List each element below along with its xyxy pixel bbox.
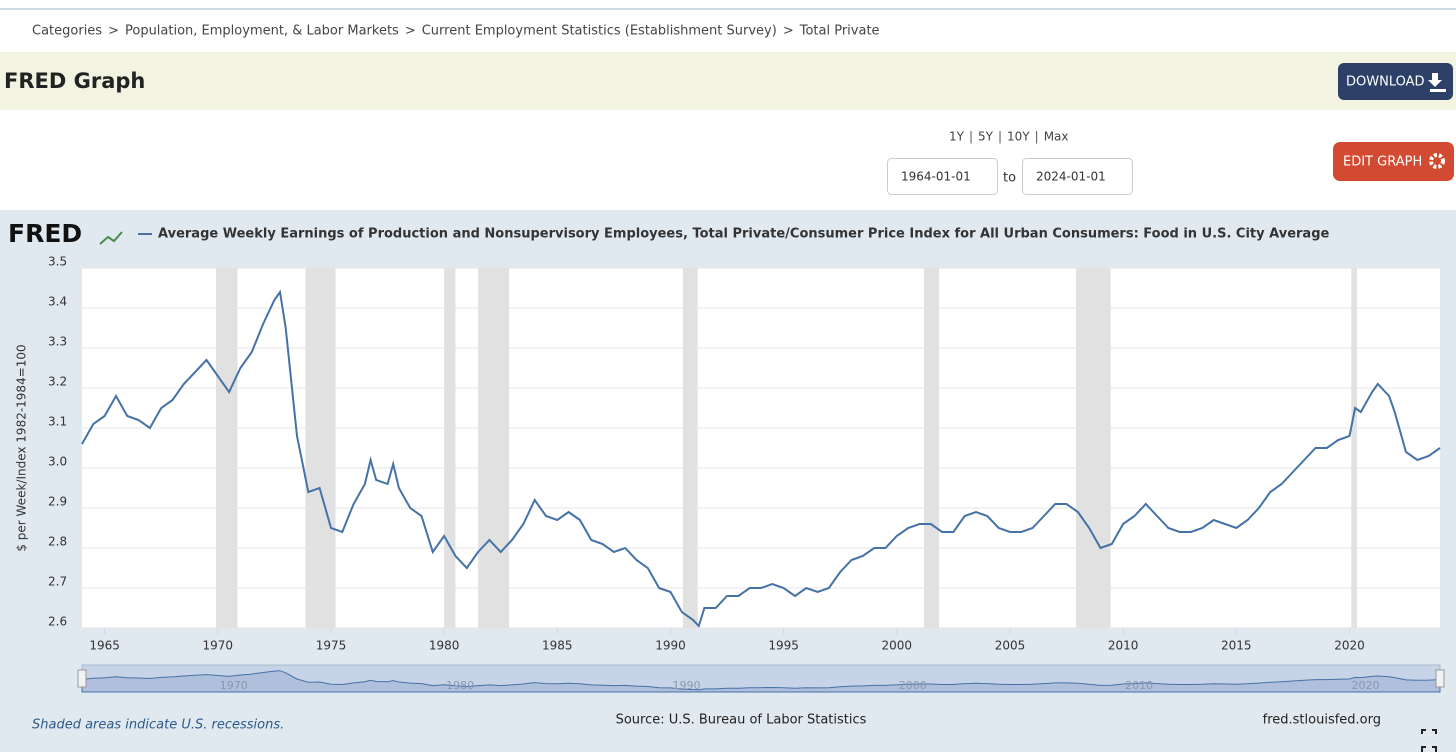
x-tick-label: 2015 bbox=[1221, 639, 1252, 653]
x-tick-label: 1965 bbox=[89, 639, 120, 653]
x-tick-label: 2000 bbox=[882, 639, 913, 653]
y-axis-label: $ per Week/Index 1982-1984=100 bbox=[15, 344, 29, 551]
x-tick-label: 2005 bbox=[995, 639, 1026, 653]
download-label[interactable]: DOWNLOAD bbox=[1346, 75, 1425, 90]
breadcrumb-separator: > bbox=[405, 24, 416, 39]
download-icon[interactable] bbox=[1428, 73, 1446, 92]
end-date[interactable]: 2024-01-01 bbox=[1036, 170, 1106, 184]
recession-shade bbox=[215, 268, 238, 628]
y-tick-label: 2.7 bbox=[48, 575, 67, 589]
y-tick-label: 3.1 bbox=[48, 415, 67, 429]
navigator-handle[interactable] bbox=[77, 669, 87, 688]
x-tick-label: 1985 bbox=[542, 639, 573, 653]
navigator-line bbox=[81, 670, 1441, 693]
navigator-tick-label: 1990 bbox=[672, 679, 700, 692]
edit-graph-button[interactable] bbox=[1333, 142, 1454, 181]
period-separator: | bbox=[998, 130, 1002, 144]
breadcrumb-link[interactable]: Current Employment Statistics (Establish… bbox=[422, 24, 777, 39]
start-date-input[interactable] bbox=[887, 158, 998, 195]
navigator-tick-label: 1970 bbox=[220, 679, 248, 692]
recession-shade bbox=[478, 268, 510, 628]
period-link[interactable]: 5Y bbox=[978, 130, 994, 144]
y-tick-label: 3.4 bbox=[48, 295, 67, 309]
recession-shade bbox=[305, 268, 336, 628]
y-tick-label: 3.0 bbox=[48, 455, 67, 469]
to-label: to bbox=[1003, 171, 1016, 186]
gear-icon[interactable] bbox=[1429, 153, 1445, 169]
source: Source: U.S. Bureau of Labor Statistics bbox=[616, 713, 867, 728]
x-tick-label: 2020 bbox=[1334, 639, 1365, 653]
navigator-tick-label: 2000 bbox=[899, 679, 927, 692]
end-date-input[interactable] bbox=[1022, 158, 1133, 195]
breadcrumb-separator: > bbox=[108, 24, 119, 39]
edit-graph-label[interactable]: EDIT GRAPH bbox=[1343, 155, 1422, 170]
navigator-tick-label: 2010 bbox=[1125, 679, 1153, 692]
breadcrumb-link[interactable]: Population, Employment, & Labor Markets bbox=[125, 24, 399, 39]
breadcrumb-link[interactable]: Total Private bbox=[799, 24, 880, 39]
start-date[interactable]: 1964-01-01 bbox=[901, 170, 971, 184]
period-separator: | bbox=[969, 130, 973, 144]
y-tick-label: 2.9 bbox=[48, 495, 67, 509]
recession-note: Shaded areas indicate U.S. recessions. bbox=[32, 718, 284, 733]
period-link[interactable]: 1Y bbox=[949, 130, 965, 144]
navigator-handle[interactable] bbox=[1435, 669, 1445, 688]
recession-shade bbox=[682, 268, 698, 628]
breadcrumb-link[interactable]: Categories bbox=[32, 24, 102, 39]
y-tick-label: 3.5 bbox=[48, 255, 67, 269]
y-tick-label: 3.3 bbox=[48, 335, 67, 349]
x-tick-label: 2010 bbox=[1108, 639, 1139, 653]
period-separator: | bbox=[1035, 130, 1039, 144]
navigator-tick-label: 1980 bbox=[446, 679, 474, 692]
period-links: 1Y | 5Y | 10Y | Max bbox=[949, 130, 1069, 144]
legend-label: Average Weekly Earnings of Production an… bbox=[158, 227, 1330, 242]
y-tick-label: 2.8 bbox=[48, 535, 67, 549]
x-tick-label: 1975 bbox=[316, 639, 347, 653]
x-tick-label: 1970 bbox=[203, 639, 234, 653]
period-link[interactable]: 10Y bbox=[1007, 130, 1030, 144]
page-title: FRED Graph bbox=[4, 69, 145, 93]
y-tick-label: 2.6 bbox=[48, 615, 67, 629]
x-tick-label: 1995 bbox=[768, 639, 799, 653]
recession-shade bbox=[1076, 268, 1111, 628]
navigator-tick-label: 2020 bbox=[1351, 679, 1379, 692]
logo-icon bbox=[99, 231, 123, 245]
series-line bbox=[81, 289, 1441, 628]
recession-shade bbox=[1351, 268, 1357, 628]
breadcrumb: Categories > Population, Employment, & Lab… bbox=[32, 24, 880, 39]
x-tick-label: 1980 bbox=[429, 639, 460, 653]
y-tick-label: 3.2 bbox=[48, 375, 67, 389]
header-band bbox=[0, 52, 1456, 110]
site-link[interactable]: fred.stlouisfed.org bbox=[1263, 713, 1381, 728]
fullscreen-icon[interactable] bbox=[1421, 729, 1437, 752]
fred-logo: FRED bbox=[8, 219, 82, 248]
breadcrumb-separator: > bbox=[783, 24, 794, 39]
x-tick-label: 1990 bbox=[655, 639, 686, 653]
recession-shade bbox=[444, 268, 456, 628]
download-button[interactable] bbox=[1338, 63, 1453, 100]
recession-shade bbox=[923, 268, 940, 628]
period-link[interactable]: Max bbox=[1044, 130, 1069, 144]
